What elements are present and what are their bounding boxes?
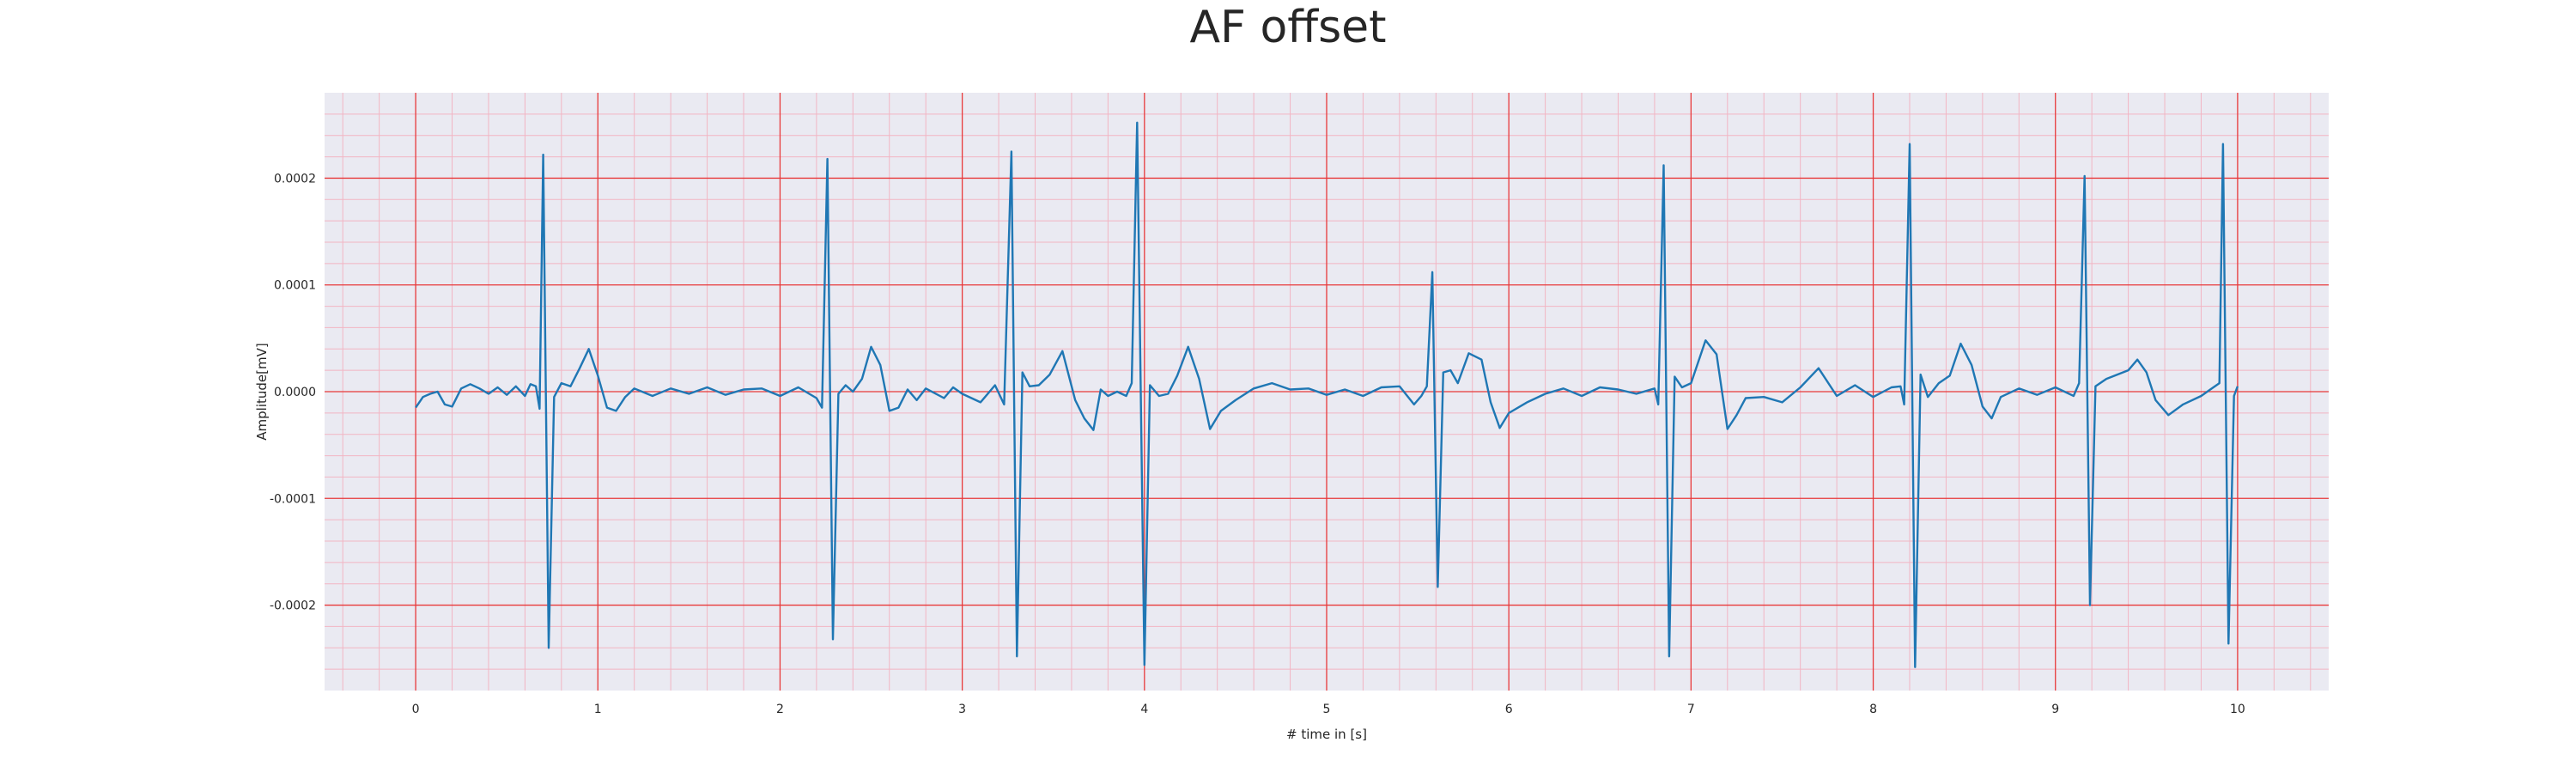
x-tick-label: 6: [1505, 703, 1513, 716]
x-tick-label: 0: [412, 703, 420, 716]
x-tick-label: 3: [958, 703, 966, 716]
y-tick-label: 0.0002: [274, 172, 316, 186]
y-tick-label: -0.0002: [270, 600, 316, 613]
y-tick-label: 0.0000: [274, 386, 316, 399]
x-tick-label: 7: [1687, 703, 1695, 716]
x-tick-label: 9: [2051, 703, 2059, 716]
x-tick-label: 5: [1323, 703, 1331, 716]
x-axis-label: # time in [s]: [1286, 727, 1367, 742]
x-tick-label: 8: [1869, 703, 1877, 716]
y-axis-label: Amplitude[mV]: [254, 343, 270, 440]
x-tick-label: 4: [1140, 703, 1148, 716]
x-tick-label: 2: [776, 703, 784, 716]
y-tick-label: -0.0001: [270, 492, 316, 506]
y-tick-label: 0.0001: [274, 279, 316, 293]
x-tick-label: 1: [594, 703, 602, 716]
x-tick-label: 10: [2230, 703, 2245, 716]
x-tick-labels: 0 1 2 3 4 5 6 7 8 9 10: [412, 703, 2245, 716]
chart-title: AF offset: [1189, 2, 1387, 53]
ecg-series-line: [415, 121, 2239, 668]
y-tick-labels: -0.0002 -0.0001 0.0000 0.0001 0.0002: [270, 172, 316, 612]
series-layer: [415, 121, 2239, 668]
